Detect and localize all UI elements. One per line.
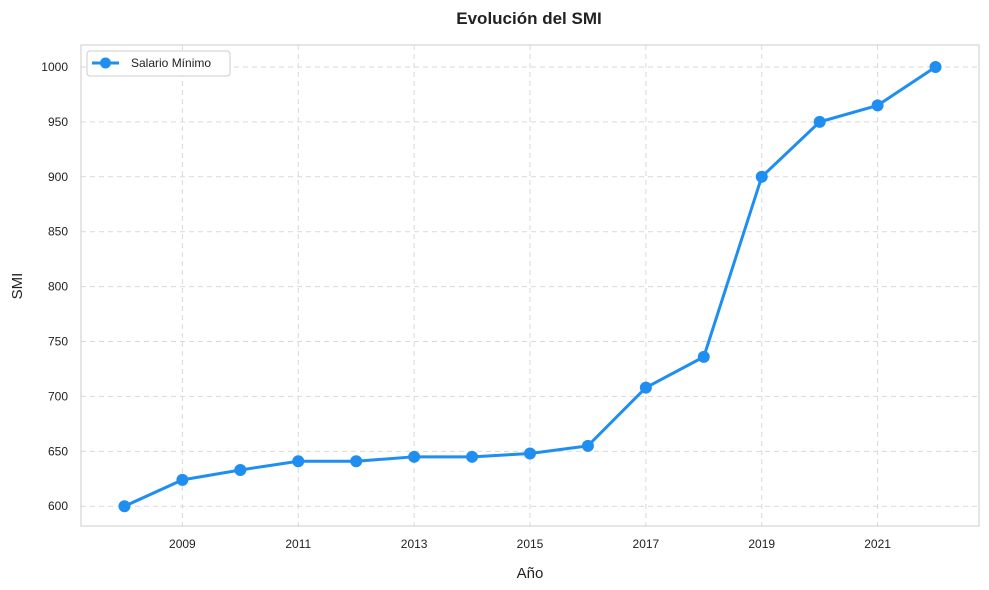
x-axis-title: Año (517, 565, 544, 582)
legend-label: Salario Mínimo (131, 56, 211, 70)
data-point (639, 381, 652, 394)
chart-title: Evolución del SMI (456, 9, 601, 28)
y-tick-label: 1000 (41, 60, 68, 74)
x-tick-label: 2009 (169, 537, 196, 551)
y-tick-label: 750 (48, 335, 68, 349)
legend: Salario Mínimo (86, 50, 231, 77)
x-tick-label: 2017 (633, 537, 660, 551)
data-point (697, 350, 710, 363)
data-point (871, 99, 884, 112)
y-tick-label: 700 (48, 389, 68, 403)
data-point (292, 455, 305, 468)
data-point (350, 455, 363, 468)
x-axis-ticks: 2009 2011 2013 2015 2017 2019 2021 (169, 537, 891, 551)
data-point (176, 473, 189, 486)
x-tick-label: 2013 (401, 537, 428, 551)
x-tick-label: 2011 (285, 537, 311, 551)
legend-box (86, 50, 231, 77)
y-axis-title: SMI (9, 273, 26, 300)
y-tick-label: 950 (48, 115, 68, 129)
y-tick-label: 800 (48, 280, 68, 294)
y-axis-ticks: 600 650 700 750 800 850 900 950 1000 (41, 60, 68, 513)
data-point (466, 450, 479, 463)
data-point (408, 450, 421, 463)
data-point (581, 439, 594, 452)
y-tick-label: 600 (48, 499, 68, 513)
y-tick-label: 850 (48, 225, 68, 239)
x-tick-label: 2021 (864, 537, 891, 551)
grid (81, 45, 979, 526)
data-point (234, 463, 247, 476)
x-tick-label: 2015 (517, 537, 544, 551)
x-tick-label: 2019 (748, 537, 775, 551)
data-point (524, 447, 536, 460)
data-point (813, 115, 826, 128)
legend-marker-swatch (100, 57, 111, 69)
y-tick-label: 900 (48, 170, 68, 184)
series-layer (118, 60, 942, 513)
data-point (755, 170, 768, 183)
plot-frame (80, 44, 980, 527)
data-point (929, 60, 942, 73)
y-tick-label: 650 (48, 444, 68, 458)
data-point (118, 500, 131, 513)
